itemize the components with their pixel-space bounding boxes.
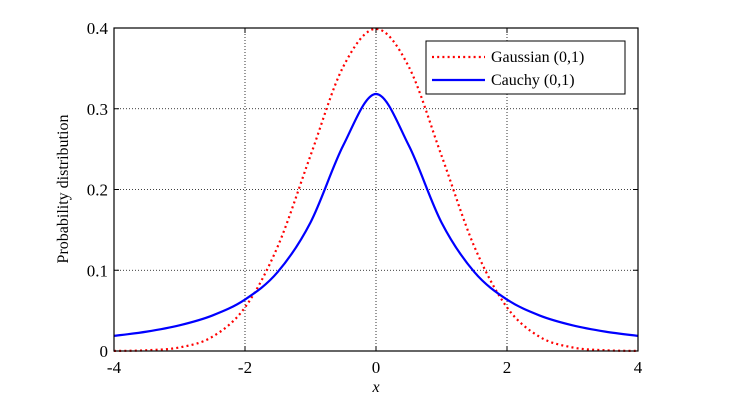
x-tick-label: 2 [503, 358, 512, 377]
y-tick-label: 0.4 [87, 19, 109, 38]
series-line-gaussian [113, 27, 639, 353]
legend: Gaussian (0,1) Cauchy (0,1) [425, 40, 626, 95]
series-line-cauchy [113, 92, 639, 337]
y-axis-label: Probability distribution [55, 115, 72, 264]
x-tick-label: 0 [372, 358, 381, 377]
x-axis-label: x [371, 379, 379, 396]
grid-lines [114, 28, 638, 351]
axis-ticks: -4 -2 0 2 4 0 0.1 0.2 0.3 0.4 [87, 19, 643, 377]
legend-label-gaussian: Gaussian (0,1) [491, 49, 584, 66]
y-tick-label: 0 [100, 342, 109, 361]
y-tick-label: 0.3 [87, 100, 108, 119]
x-tick-label: -4 [107, 358, 122, 377]
x-tick-label: 4 [634, 358, 643, 377]
x-tick-label: -2 [238, 358, 252, 377]
legend-box [425, 40, 626, 95]
legend-label-cauchy: Cauchy (0,1) [491, 72, 575, 89]
series-lines [113, 27, 639, 353]
y-tick-label: 0.2 [87, 181, 108, 200]
y-tick-label: 0.1 [87, 261, 108, 280]
